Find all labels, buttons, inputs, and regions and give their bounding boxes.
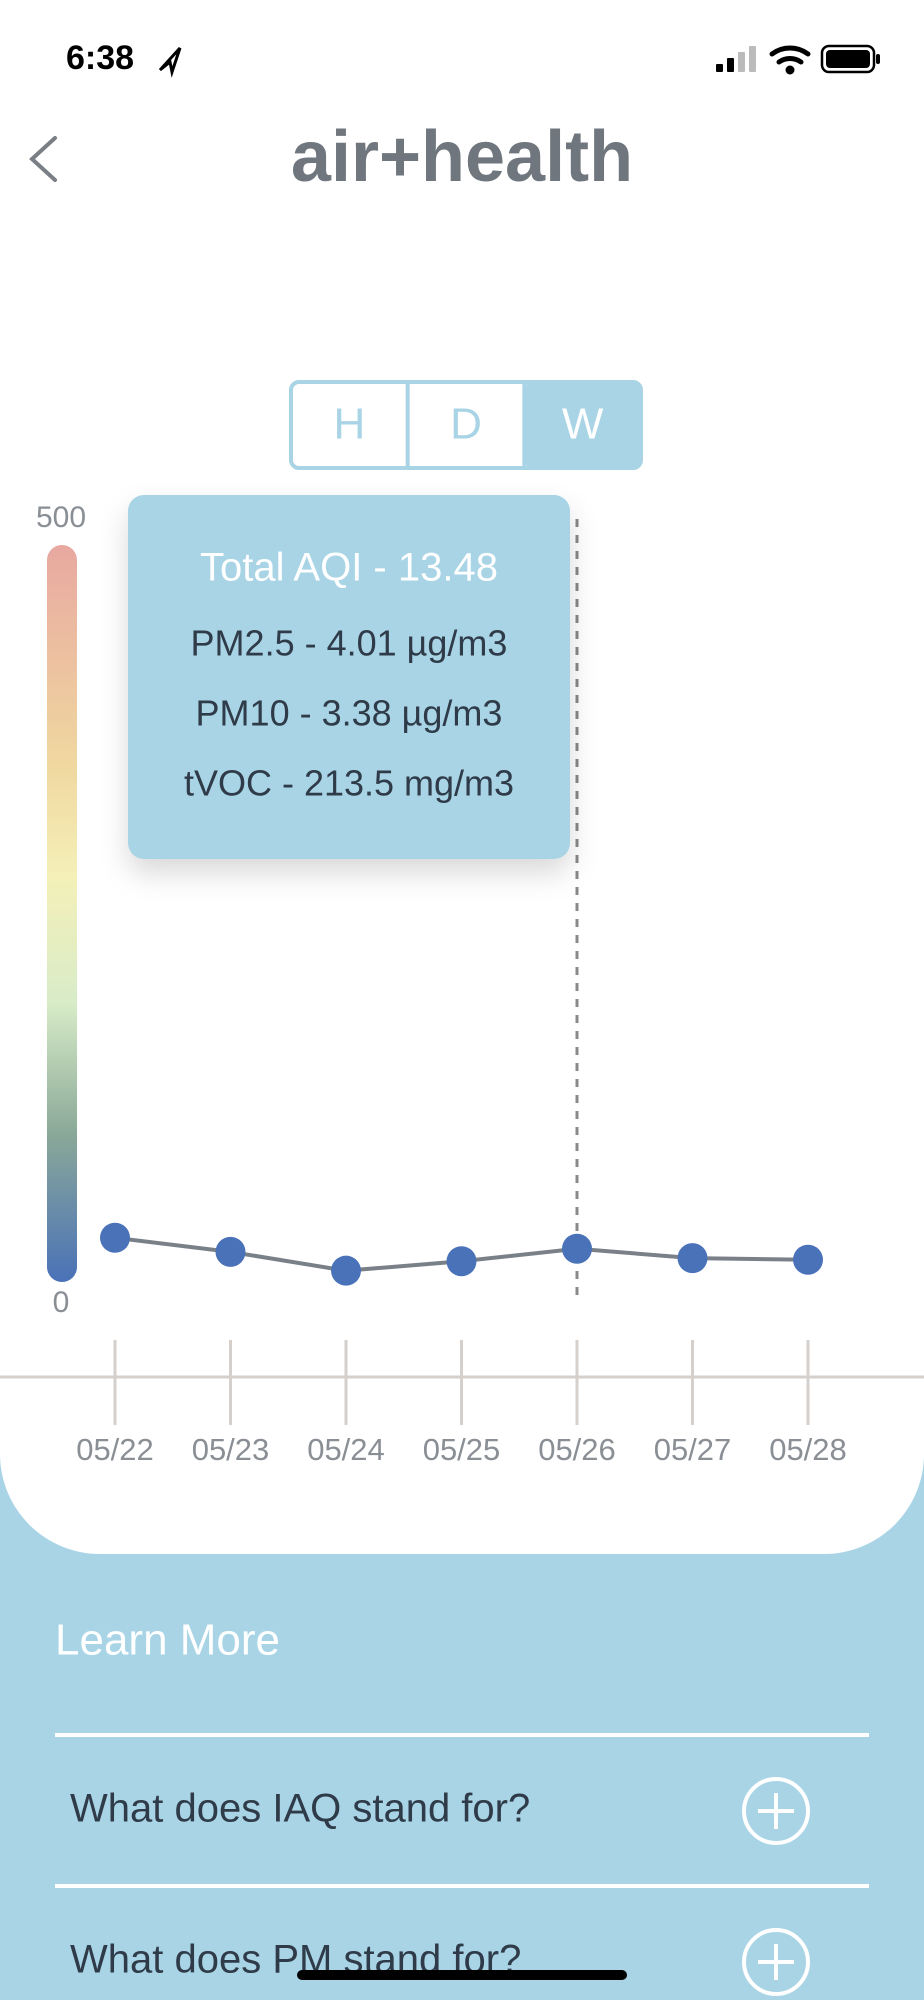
learn-more-title: Learn More [55,1616,280,1665]
logo: air+health [291,117,633,197]
data-point [793,1244,823,1275]
data-point [331,1255,361,1286]
chart: 0 500 05/22 05/23 05/24 05/25 05/26 05/27 05/28 [0,501,924,1467]
x-tick-label: 05/23 [192,1432,270,1467]
expand-button[interactable] [742,1777,810,1845]
x-tick-label: 05/28 [769,1432,847,1467]
data-point [446,1246,477,1277]
tooltip: Total AQI - 13.48 PM2.5 - 4.01 µg/m3 PM1… [128,495,570,859]
tooltip-line: tVOC - 213.5 mg/m3 [184,763,514,804]
status-time: 6:38 [66,39,134,77]
y-tick-label: 500 [36,501,86,534]
tooltip-line: PM2.5 - 4.01 µg/m3 [191,623,508,664]
signal-icon [716,46,756,72]
x-tick-label: 05/27 [654,1432,732,1467]
tooltip-box [128,495,570,859]
toggle-option[interactable]: W [562,400,604,449]
faq-question[interactable]: What does IAQ stand for? [70,1787,530,1831]
data-point [677,1243,708,1274]
expand-button[interactable] [742,1928,810,1996]
x-tick-label: 05/26 [538,1432,616,1467]
battery-icon [820,44,880,74]
back-button[interactable] [29,136,57,182]
toggle-option[interactable]: H [333,400,365,449]
data-point [215,1236,246,1267]
toggle-selected [524,382,641,468]
aqi-color-scale [47,545,77,1282]
tooltip-line: PM10 - 3.38 µg/m3 [196,693,503,734]
x-tick-label: 05/24 [307,1432,385,1467]
tooltip-title: Total AQI - 13.48 [200,546,498,590]
data-point [100,1222,130,1253]
wifi-icon [769,45,811,75]
x-tick-label: 05/22 [76,1432,154,1467]
y-tick-label: 0 [53,1286,70,1319]
toggle-option[interactable]: D [450,400,482,449]
data-point [562,1233,592,1264]
home-indicator [297,1970,627,1980]
x-tick-label: 05/25 [423,1432,501,1467]
location-icon [158,46,182,78]
